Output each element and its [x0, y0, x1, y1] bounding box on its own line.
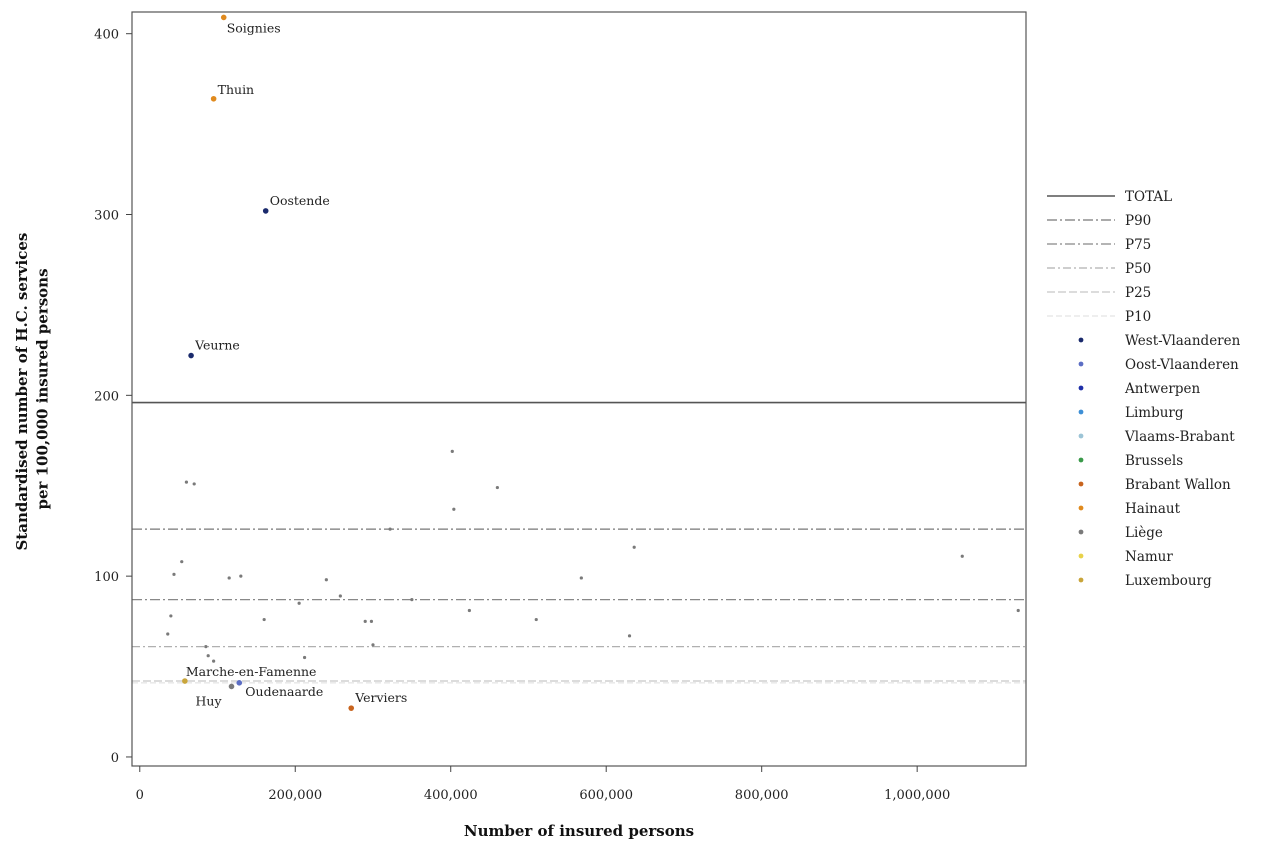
point-labels: Soignies Thuin Oostende Veurne Marche-en-Fam…	[186, 20, 407, 708]
data-point-34	[579, 576, 583, 580]
x-tick-label-0: 0	[136, 788, 144, 803]
y-axis-title-line-2: per 100,000 insured persons	[33, 268, 51, 509]
data-point-24	[363, 619, 367, 623]
legend-marker-2	[1078, 385, 1084, 391]
point-label-6: Oudenaarde	[245, 684, 323, 699]
y-tick-label-1: 100	[94, 570, 119, 585]
data-point-26	[371, 643, 375, 647]
data-point-31	[467, 608, 471, 613]
legend-label-line-3: P50	[1125, 261, 1151, 277]
data-point-9	[192, 482, 196, 486]
legend-marker-6	[1078, 481, 1084, 487]
legend-label-line-4: P25	[1125, 285, 1151, 301]
legend-label-group-9: Namur	[1125, 549, 1173, 565]
data-point-38	[1016, 608, 1020, 613]
data-point-6	[236, 680, 243, 686]
point-label-5: Huy	[196, 693, 223, 708]
data-point-37	[960, 554, 964, 558]
point-label-4: Marche-en-Famenne	[186, 664, 317, 679]
y-axis: 0 100 200 300 400	[94, 28, 132, 766]
data-points	[166, 14, 1020, 711]
data-point-5	[228, 683, 235, 690]
legend-label-group-1: Oost-Vlaanderen	[1125, 357, 1239, 373]
point-label-7: Verviers	[354, 690, 407, 705]
data-point-16	[212, 659, 216, 663]
legend-label-line-1: P90	[1125, 213, 1151, 229]
data-point-13	[166, 632, 170, 636]
x-tick-label-3: 600,000	[579, 788, 633, 803]
data-point-1	[210, 95, 217, 102]
x-tick-label-1: 200,000	[268, 788, 322, 803]
legend-label-line-5: P10	[1125, 309, 1151, 325]
x-tick-label-2: 400,000	[424, 788, 478, 803]
data-point-3	[188, 352, 194, 359]
reference-lines	[132, 401, 1026, 684]
point-label-1: Thuin	[218, 82, 255, 97]
data-point-36	[632, 545, 636, 549]
data-point-8	[184, 480, 189, 484]
data-point-15	[206, 654, 210, 658]
legend-marker-9	[1078, 553, 1084, 559]
y-tick-label-4: 400	[94, 28, 119, 43]
legend-label-group-5: Brussels	[1125, 453, 1183, 469]
x-axis: 0 200,000 400,000 600,000 800,000 1,000,000	[136, 766, 950, 803]
data-point-27	[388, 527, 392, 531]
y-tick-label-2: 200	[94, 389, 119, 404]
data-point-12	[169, 614, 173, 618]
legend-marker-1	[1078, 361, 1084, 367]
legend-marker-3	[1078, 409, 1084, 415]
data-point-19	[262, 617, 266, 622]
legend-label-group-2: Antwerpen	[1124, 381, 1200, 397]
data-point-29	[450, 449, 454, 453]
legend-label-group-7: Hainaut	[1125, 501, 1181, 517]
data-point-30	[452, 507, 456, 511]
x-axis-title: Number of insured persons	[464, 822, 694, 840]
data-point-18	[239, 574, 243, 578]
data-point-7	[348, 705, 355, 711]
legend-marker-4	[1078, 433, 1084, 439]
data-point-32	[495, 485, 499, 490]
legend-marker-5	[1078, 457, 1084, 463]
data-point-0	[220, 14, 227, 21]
legend-marker-10	[1078, 577, 1084, 583]
legend-label-line-0: TOTAL	[1125, 189, 1172, 205]
data-point-25	[369, 619, 374, 623]
x-tick-label-4: 800,000	[735, 788, 789, 803]
data-point-4	[182, 678, 188, 684]
data-point-21	[302, 655, 307, 660]
data-point-2	[262, 208, 269, 214]
legend-label-group-6: Brabant Wallon	[1125, 477, 1231, 493]
data-point-23	[338, 594, 342, 598]
legend: TOTAL P90 P75 P50 P25 P10 West-Vlaanderen Oost-…	[1047, 189, 1241, 589]
legend-label-group-0: West-Vlaanderen	[1125, 333, 1241, 349]
legend-marker-7	[1078, 505, 1084, 511]
data-point-20	[297, 601, 301, 605]
x-tick-label-5: 1,000,000	[884, 788, 950, 803]
y-axis-title: Standardised number of H.C. services per…	[13, 227, 51, 550]
legend-marker-8	[1078, 529, 1084, 535]
legend-label-line-2: P75	[1125, 237, 1151, 253]
legend-label-group-4: Vlaams-Brabant	[1124, 429, 1235, 445]
data-point-35	[627, 634, 632, 638]
y-tick-label-0: 0	[111, 751, 119, 766]
point-label-0: Soignies	[227, 20, 281, 35]
data-point-10	[180, 560, 184, 564]
legend-label-group-3: Limburg	[1125, 405, 1184, 421]
data-point-14	[204, 645, 208, 649]
data-point-22	[324, 578, 328, 582]
point-label-2: Oostende	[270, 193, 330, 208]
data-point-33	[534, 617, 538, 622]
legend-label-group-10: Luxembourg	[1125, 573, 1212, 589]
legend-marker-0	[1078, 337, 1084, 343]
point-label-3: Veurne	[194, 338, 240, 353]
plot-frame	[131, 11, 1027, 767]
data-point-17	[227, 576, 231, 580]
data-point-11	[172, 572, 176, 576]
data-point-28	[410, 598, 414, 602]
y-tick-label-3: 300	[94, 209, 119, 224]
legend-label-group-8: Liège	[1125, 525, 1163, 541]
y-axis-title-line-1: Standardised number of H.C. services	[13, 233, 31, 551]
